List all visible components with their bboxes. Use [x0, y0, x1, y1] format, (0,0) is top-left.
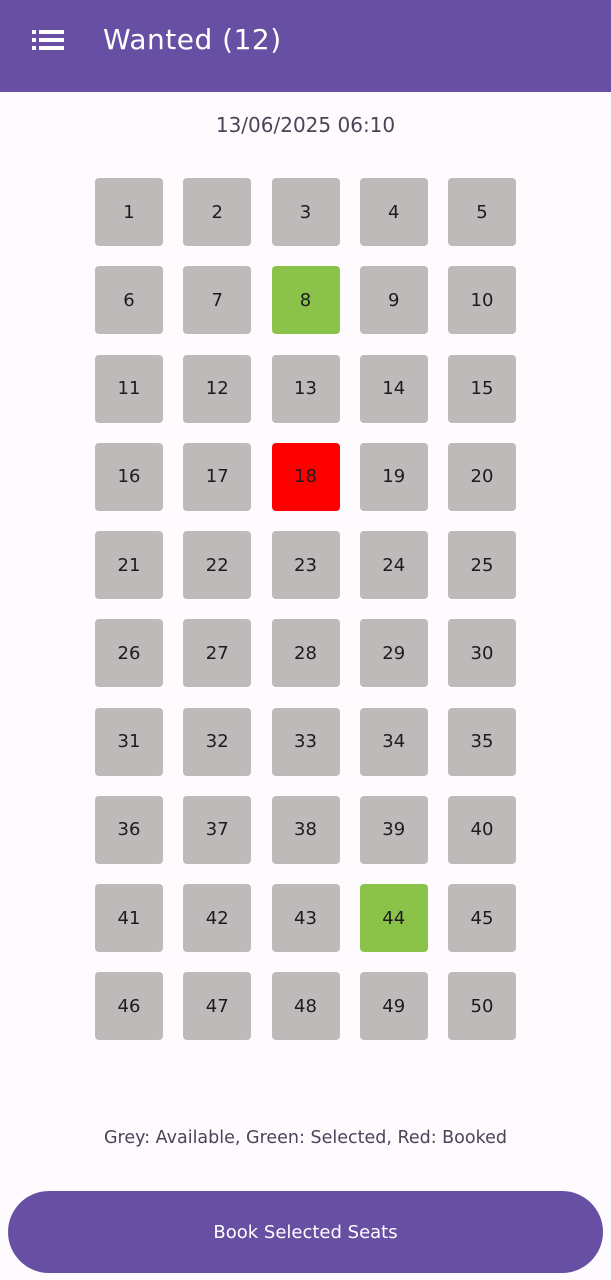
seat-49[interactable]: 49 — [359, 972, 428, 1041]
seat-50[interactable]: 50 — [448, 972, 516, 1041]
legend-text: Grey: Available, Green: Selected, Red: B… — [104, 1128, 507, 1148]
seat-35[interactable]: 35 — [448, 707, 516, 776]
seat-18[interactable]: 18 — [271, 442, 340, 511]
seat-9[interactable]: 9 — [359, 266, 428, 335]
list-icon — [32, 30, 64, 50]
seat-43[interactable]: 43 — [271, 884, 340, 952]
book-selected-seats-button[interactable]: Book Selected Seats — [8, 1191, 603, 1273]
seat-13[interactable]: 13 — [271, 354, 340, 423]
seat-17[interactable]: 17 — [183, 442, 252, 511]
seat-44[interactable]: 44 — [359, 884, 428, 952]
seat-16[interactable]: 16 — [95, 442, 163, 511]
seat-33[interactable]: 33 — [271, 707, 340, 776]
seat-15[interactable]: 15 — [448, 354, 516, 423]
seat-41[interactable]: 41 — [95, 884, 163, 952]
seat-25[interactable]: 25 — [448, 531, 516, 599]
seat-27[interactable]: 27 — [183, 619, 252, 688]
seat-45[interactable]: 45 — [448, 884, 516, 952]
menu-button[interactable] — [24, 20, 72, 60]
seat-36[interactable]: 36 — [95, 795, 163, 864]
seat-10[interactable]: 10 — [448, 266, 516, 335]
seat-1[interactable]: 1 — [95, 178, 163, 246]
app-bar: Wanted (12) — [0, 0, 611, 92]
seat-48[interactable]: 48 — [271, 972, 340, 1041]
seat-12[interactable]: 12 — [183, 354, 252, 423]
seat-6[interactable]: 6 — [95, 266, 163, 335]
seat-34[interactable]: 34 — [359, 707, 428, 776]
seat-37[interactable]: 37 — [183, 795, 252, 864]
seat-11[interactable]: 11 — [95, 354, 163, 423]
seat-28[interactable]: 28 — [271, 619, 340, 688]
seat-5[interactable]: 5 — [448, 178, 516, 246]
seat-38[interactable]: 38 — [271, 795, 340, 864]
seat-22[interactable]: 22 — [183, 531, 252, 599]
seat-14[interactable]: 14 — [359, 354, 428, 423]
seat-39[interactable]: 39 — [359, 795, 428, 864]
seat-19[interactable]: 19 — [359, 442, 428, 511]
seat-21[interactable]: 21 — [95, 531, 163, 599]
seat-30[interactable]: 30 — [448, 619, 516, 688]
seat-40[interactable]: 40 — [448, 795, 516, 864]
seat-7[interactable]: 7 — [183, 266, 252, 335]
seat-grid: 1 2 3 4 5 6 7 8 9 10 11 12 13 14 15 16 17 18 19 20 21 22 23 24 2… — [95, 178, 516, 1041]
seat-4[interactable]: 4 — [359, 178, 428, 246]
seat-24[interactable]: 24 — [359, 531, 428, 599]
date-time-label: 13/06/2025 06:10 — [215, 113, 396, 137]
seat-20[interactable]: 20 — [448, 442, 516, 511]
seat-47[interactable]: 47 — [183, 972, 252, 1041]
seat-42[interactable]: 42 — [183, 884, 252, 952]
seat-8[interactable]: 8 — [271, 266, 340, 335]
seat-3[interactable]: 3 — [271, 178, 340, 246]
seat-31[interactable]: 31 — [95, 707, 163, 776]
seat-32[interactable]: 32 — [183, 707, 252, 776]
seat-46[interactable]: 46 — [95, 972, 163, 1041]
seat-2[interactable]: 2 — [183, 178, 252, 246]
seat-26[interactable]: 26 — [95, 619, 163, 688]
seat-23[interactable]: 23 — [271, 531, 340, 599]
seat-29[interactable]: 29 — [359, 619, 428, 688]
page-title: Wanted (12) — [103, 23, 282, 56]
